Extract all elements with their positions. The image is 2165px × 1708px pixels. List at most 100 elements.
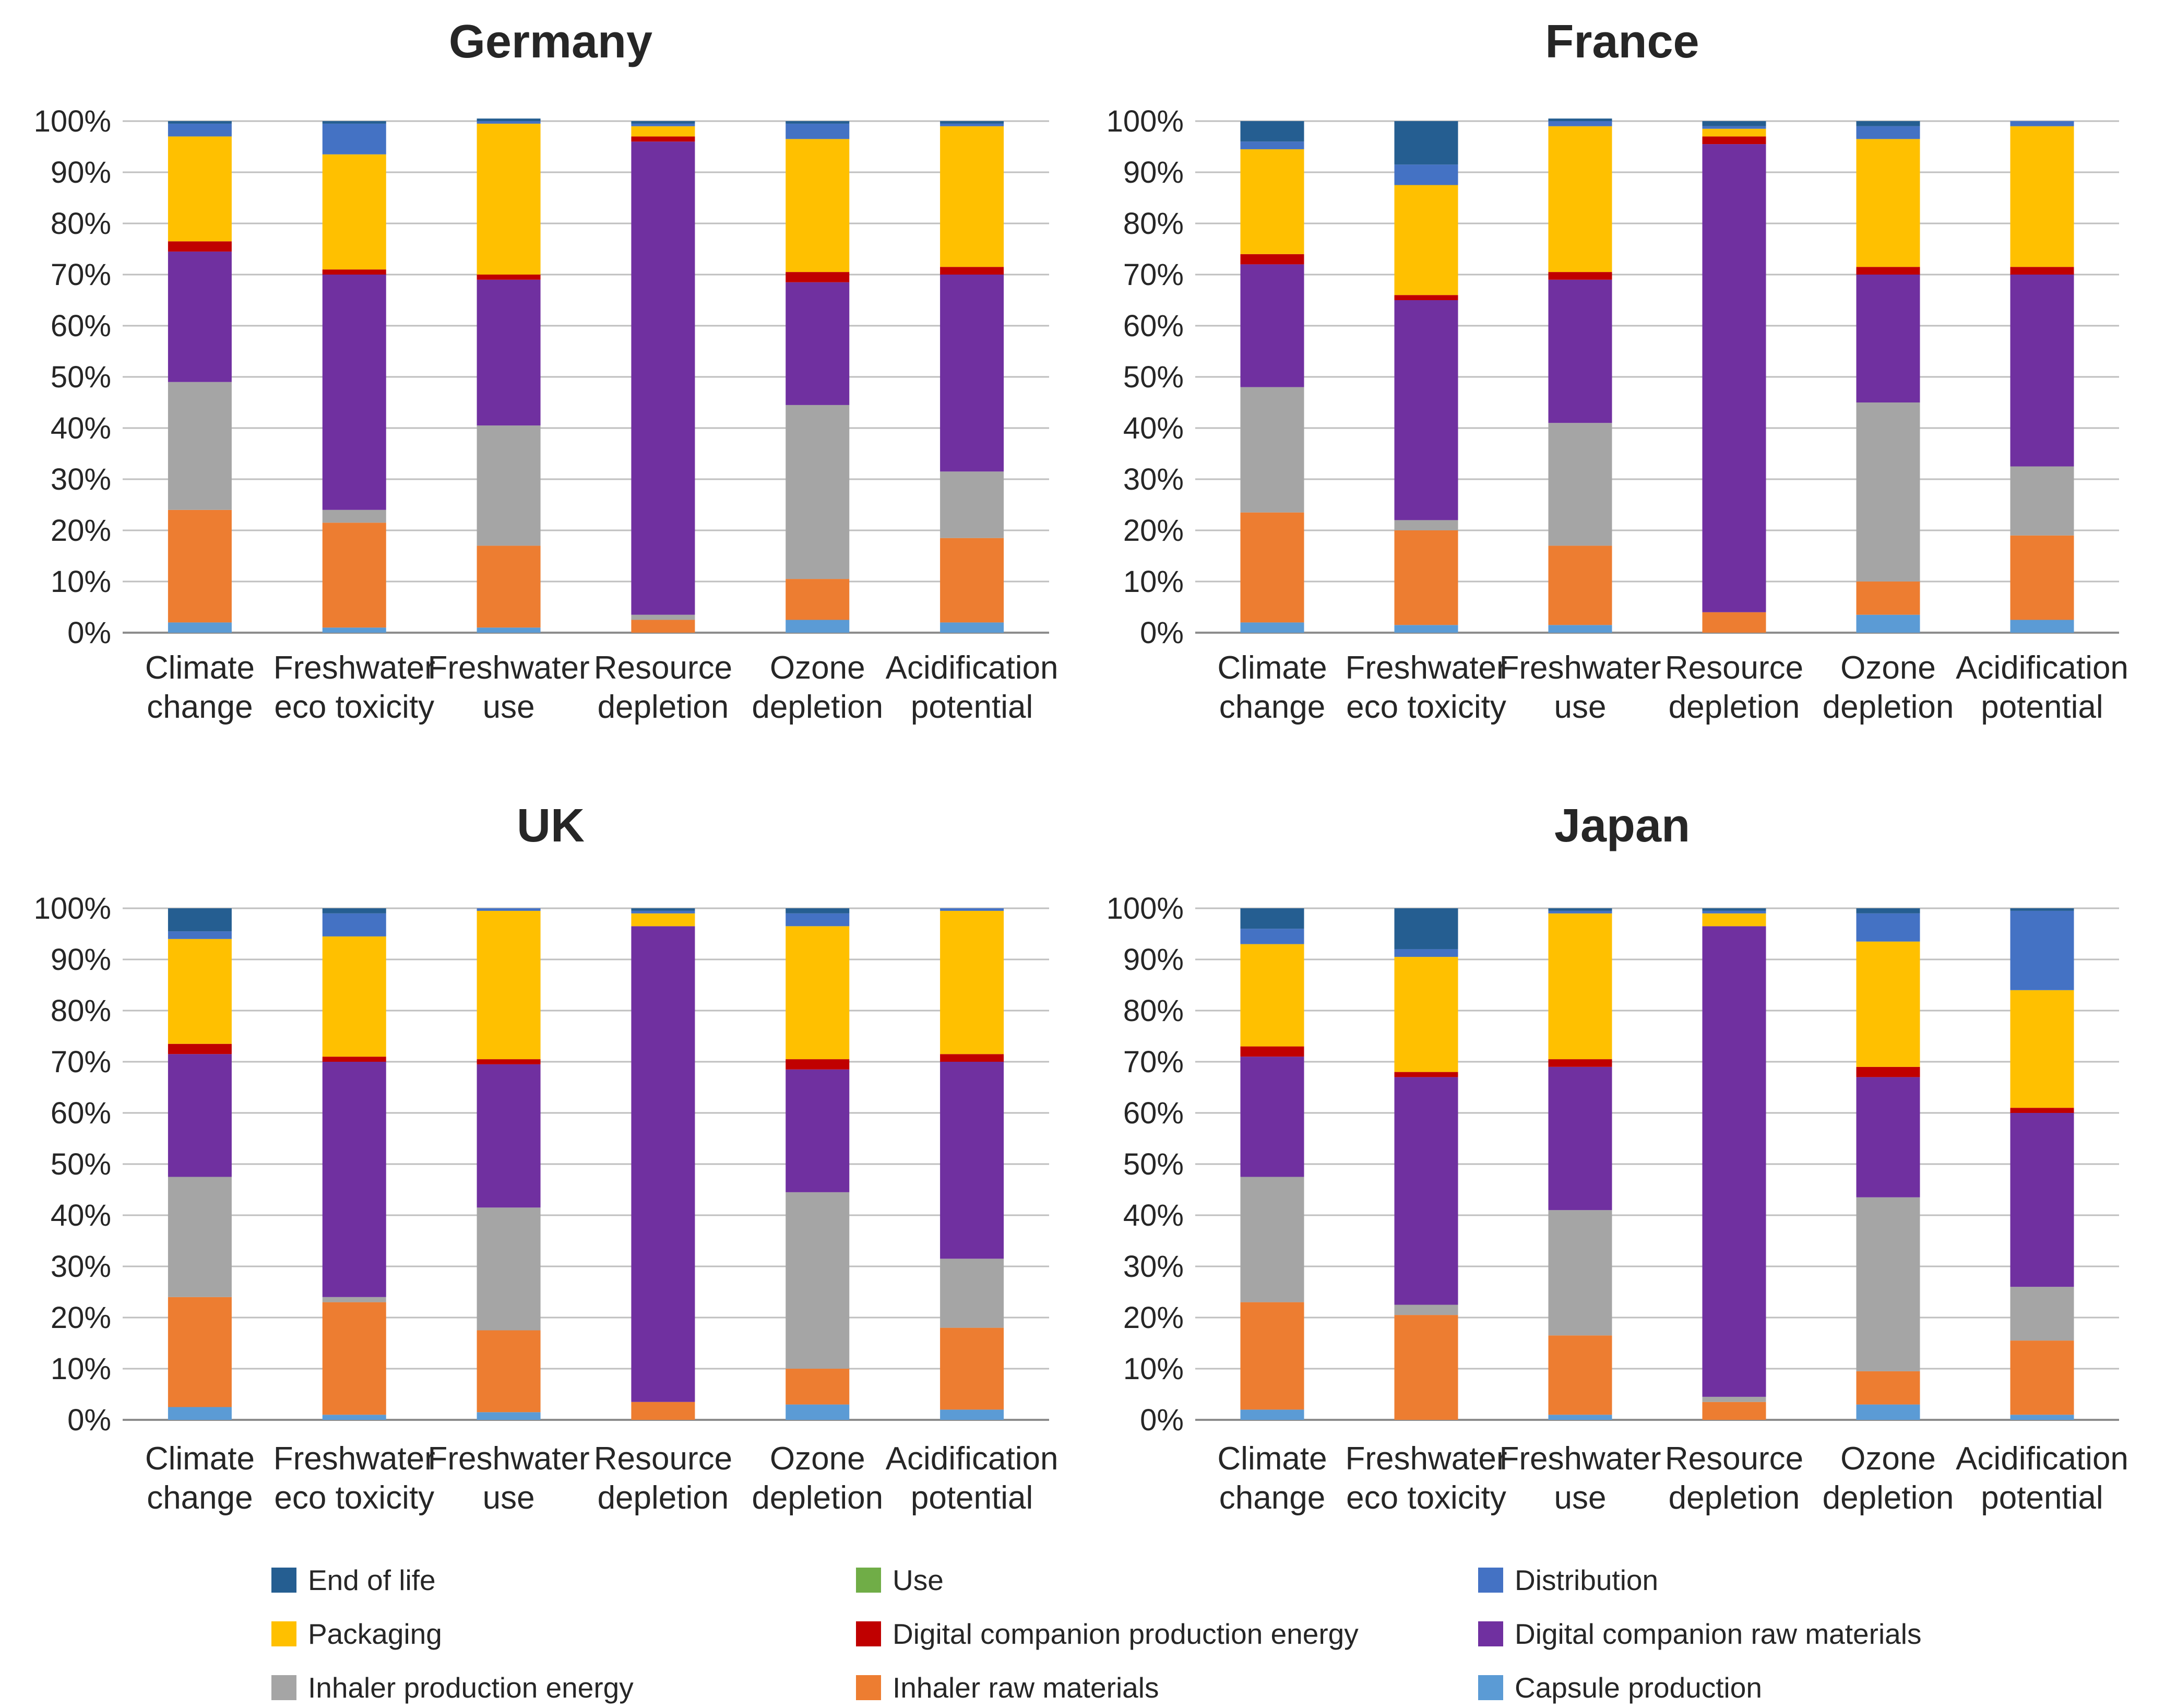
x-category-label: Resource xyxy=(594,650,732,686)
bar-segment-distribution xyxy=(322,913,386,936)
bar-segment-end-of-life xyxy=(168,121,232,124)
y-tick-label: 80% xyxy=(51,207,111,241)
x-category-label: use xyxy=(1554,689,1607,725)
bar-segment-digital-companion-production-energy xyxy=(1548,1059,1612,1067)
bar-segment-packaging xyxy=(1702,128,1766,137)
bar-segment-packaging xyxy=(1548,913,1612,1060)
bar-segment-capsule-production xyxy=(786,620,850,633)
bar-segment-digital-companion-production-energy xyxy=(477,275,541,280)
y-tick-label: 60% xyxy=(1123,309,1184,343)
bar-segment-packaging xyxy=(477,910,541,1060)
bar-segment-digital-companion-production-energy xyxy=(1240,254,1304,265)
y-tick-label: 30% xyxy=(51,1250,111,1284)
bar-segment-inhaler-raw-materials xyxy=(477,1330,541,1413)
bar-segment-end-of-life xyxy=(322,121,386,124)
bar-segment-digital-companion-production-energy xyxy=(2010,1108,2074,1113)
bar-segment-distribution xyxy=(1240,141,1304,149)
bar-segment-distribution xyxy=(168,123,232,137)
x-category-label: eco toxicity xyxy=(274,689,434,725)
bar-segment-packaging xyxy=(322,936,386,1057)
y-tick-label: 0% xyxy=(1140,1403,1184,1437)
bar-segment-inhaler-production-energy xyxy=(322,509,386,523)
bar-segment-distribution xyxy=(1702,910,1766,914)
bar-segment-digital-companion-production-energy xyxy=(1548,272,1612,280)
bar-segment-inhaler-production-energy xyxy=(1702,1396,1766,1402)
bar-segment-digital-companion-raw-materials xyxy=(477,279,541,426)
bar-segment-capsule-production xyxy=(168,622,232,633)
bar-segment-packaging xyxy=(631,126,695,137)
x-category-label: eco toxicity xyxy=(1346,1480,1506,1516)
bar-segment-distribution xyxy=(786,913,850,927)
bar-segment-digital-companion-production-energy xyxy=(786,272,850,282)
x-category-label: use xyxy=(483,1480,535,1516)
y-tick-label: 40% xyxy=(51,411,111,445)
bar-segment-end-of-life xyxy=(168,908,232,932)
bar-segment-packaging xyxy=(940,910,1004,1054)
bar-segment-capsule-production xyxy=(2010,1415,2074,1420)
bar-segment-capsule-production xyxy=(1548,1415,1612,1420)
bar-segment-inhaler-production-energy xyxy=(786,405,850,579)
x-category-label: Ozone xyxy=(770,650,865,686)
y-tick-label: 10% xyxy=(1123,1352,1184,1386)
bar-segment-inhaler-raw-materials xyxy=(1856,1371,1920,1405)
bar-segment-end-of-life xyxy=(786,908,850,914)
bar-segment-inhaler-production-energy xyxy=(2010,466,2074,536)
bar-segment-digital-companion-raw-materials xyxy=(1548,1066,1612,1211)
bar-segment-distribution xyxy=(1394,164,1458,185)
bar-segment-end-of-life xyxy=(322,908,386,914)
bar-segment-capsule-production xyxy=(2010,620,2074,633)
bar-segment-packaging xyxy=(1240,149,1304,254)
chart-title: Japan xyxy=(1554,800,1690,852)
y-tick-label: 0% xyxy=(67,616,111,650)
bar-segment-inhaler-raw-materials xyxy=(786,579,850,620)
bar-segment-distribution xyxy=(168,931,232,939)
bar-segment-inhaler-production-energy xyxy=(940,1259,1004,1328)
x-category-label: Climate xyxy=(1217,1441,1327,1477)
y-tick-label: 90% xyxy=(1123,943,1184,977)
bar-segment-packaging xyxy=(940,126,1004,267)
bar-segment-inhaler-production-energy xyxy=(477,1207,541,1331)
y-tick-label: 60% xyxy=(51,309,111,343)
bar-segment-capsule-production xyxy=(477,1412,541,1420)
y-tick-label: 50% xyxy=(1123,1147,1184,1181)
bar-segment-inhaler-raw-materials xyxy=(631,1402,695,1420)
bar-segment-inhaler-production-energy xyxy=(786,1192,850,1369)
bar-segment-packaging xyxy=(2010,126,2074,267)
bar-segment-distribution xyxy=(1394,949,1458,957)
bar-segment-inhaler-production-energy xyxy=(1856,1197,1920,1371)
bar-segment-distribution xyxy=(631,910,695,914)
bar-segment-distribution xyxy=(940,123,1004,126)
bar-segment-distribution xyxy=(1240,929,1304,944)
chart-title: UK xyxy=(517,800,585,852)
bar-segment-end-of-life xyxy=(1394,121,1458,165)
x-category-label: Ozone xyxy=(770,1441,865,1477)
x-category-label: Climate xyxy=(145,650,255,686)
bar-segment-inhaler-raw-materials xyxy=(168,509,232,623)
bar-segment-inhaler-raw-materials xyxy=(786,1369,850,1405)
bar-segment-end-of-life xyxy=(1548,118,1612,121)
chart-title: Germany xyxy=(449,16,652,68)
bar-segment-inhaler-production-energy xyxy=(1548,1210,1612,1336)
bar-segment-inhaler-production-energy xyxy=(1856,402,1920,582)
bar-segment-digital-companion-production-energy xyxy=(786,1059,850,1070)
bar-segment-digital-companion-raw-materials xyxy=(786,1069,850,1192)
x-category-label: Freshwater xyxy=(428,1441,590,1477)
bar-segment-inhaler-raw-materials xyxy=(1702,1402,1766,1420)
bar-segment-digital-companion-production-energy xyxy=(940,267,1004,275)
y-tick-label: 40% xyxy=(1123,411,1184,445)
bar-segment-digital-companion-production-energy xyxy=(1856,267,1920,275)
bar-segment-packaging xyxy=(168,136,232,242)
bar-segment-digital-companion-production-energy xyxy=(2010,267,2074,275)
y-tick-label: 0% xyxy=(67,1403,111,1437)
bar-segment-distribution xyxy=(477,121,541,124)
bar-segment-digital-companion-raw-materials xyxy=(1548,279,1612,423)
bar-segment-capsule-production xyxy=(1856,1404,1920,1420)
bar-segment-packaging xyxy=(1856,139,1920,267)
bar-segment-digital-companion-raw-materials xyxy=(631,926,695,1402)
bar-segment-digital-companion-raw-materials xyxy=(1240,1057,1304,1177)
bar-segment-distribution xyxy=(786,123,850,139)
bar-segment-end-of-life xyxy=(1240,908,1304,929)
bar-segment-end-of-life xyxy=(1548,908,1612,911)
chart-france: France 0% 10% 20% 30% 40% 50% 60% 70% 80% 90% 100% C… xyxy=(1107,16,2128,725)
bar-segment-end-of-life xyxy=(477,118,541,121)
